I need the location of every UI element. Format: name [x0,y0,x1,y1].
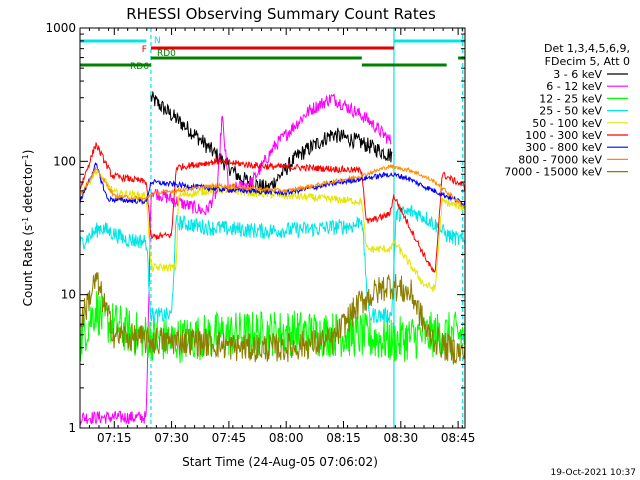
axes-ticks: 07:15 07:30 07:45 08:00 08:15 08:30 08:45 1 10 10… [45,21,475,445]
flag-label: RD6 [130,62,149,72]
attenuator-vertical-lines [150,28,464,428]
series-lines [80,91,465,426]
y-axis-label-sup1: -1 [21,217,30,225]
x-tick-label: 08:30 [384,431,419,445]
y-axis-label: Count Rate (s-1 detector-1) [21,150,36,307]
y-tick-label: 100 [53,154,76,168]
x-tick-label: 08:00 [269,431,304,445]
y-axis-label-main: Count Rate (s [21,225,35,307]
legend-label: 25 - 50 keV [539,105,602,118]
x-tick-label: 07:30 [154,431,189,445]
legend-header-line1: Det 1,3,4,5,6,9, [544,42,630,55]
series-line [80,164,465,210]
x-axis-label: Start Time (24-Aug-05 07:06:02) [182,455,378,469]
status-flag-bars: NF RD0 RD6 [80,36,465,72]
flag-label: RD0 [157,49,176,59]
series-line [80,272,465,365]
y-axis-label-sup2: -1 [21,154,30,162]
chart-title: RHESSI Observing Summary Count Rates [126,5,436,23]
x-tick-label: 08:15 [326,431,361,445]
y-axis-label-end: ) [21,150,35,155]
legend-label: 6 - 12 keV [546,80,602,93]
y-tick-label: 1 [68,421,76,435]
y-axis-label-mid: detector [21,162,35,217]
series-line [80,291,465,364]
x-tick-label: 08:45 [441,431,476,445]
plot-frame [79,27,466,429]
x-tick-label: 07:45 [212,431,247,445]
series-line [150,91,393,193]
legend-label: 100 - 300 keV [525,129,602,142]
legend-label: 7000 - 15000 keV [504,166,602,179]
legend-label: 300 - 800 keV [525,141,602,154]
legend-label: 12 - 25 keV [539,92,602,105]
series-line [80,204,465,324]
legend-label: 50 - 100 keV [532,117,602,130]
y-tick-label: 1000 [45,21,76,35]
timestamp: 19-Oct-2021 10:37 [551,468,636,478]
legend-header-line2: FDecim 5, Att 0 [545,55,630,68]
flag-label: F [142,45,147,55]
x-tick-label: 07:15 [97,431,132,445]
series-line [80,142,465,273]
legend-label: 800 - 7000 keV [518,153,602,166]
series-line [80,169,465,293]
y-tick-label: 10 [61,288,76,302]
series-line [80,93,392,426]
legend-label: 3 - 6 keV [553,68,602,81]
flag-label: N [154,36,161,46]
